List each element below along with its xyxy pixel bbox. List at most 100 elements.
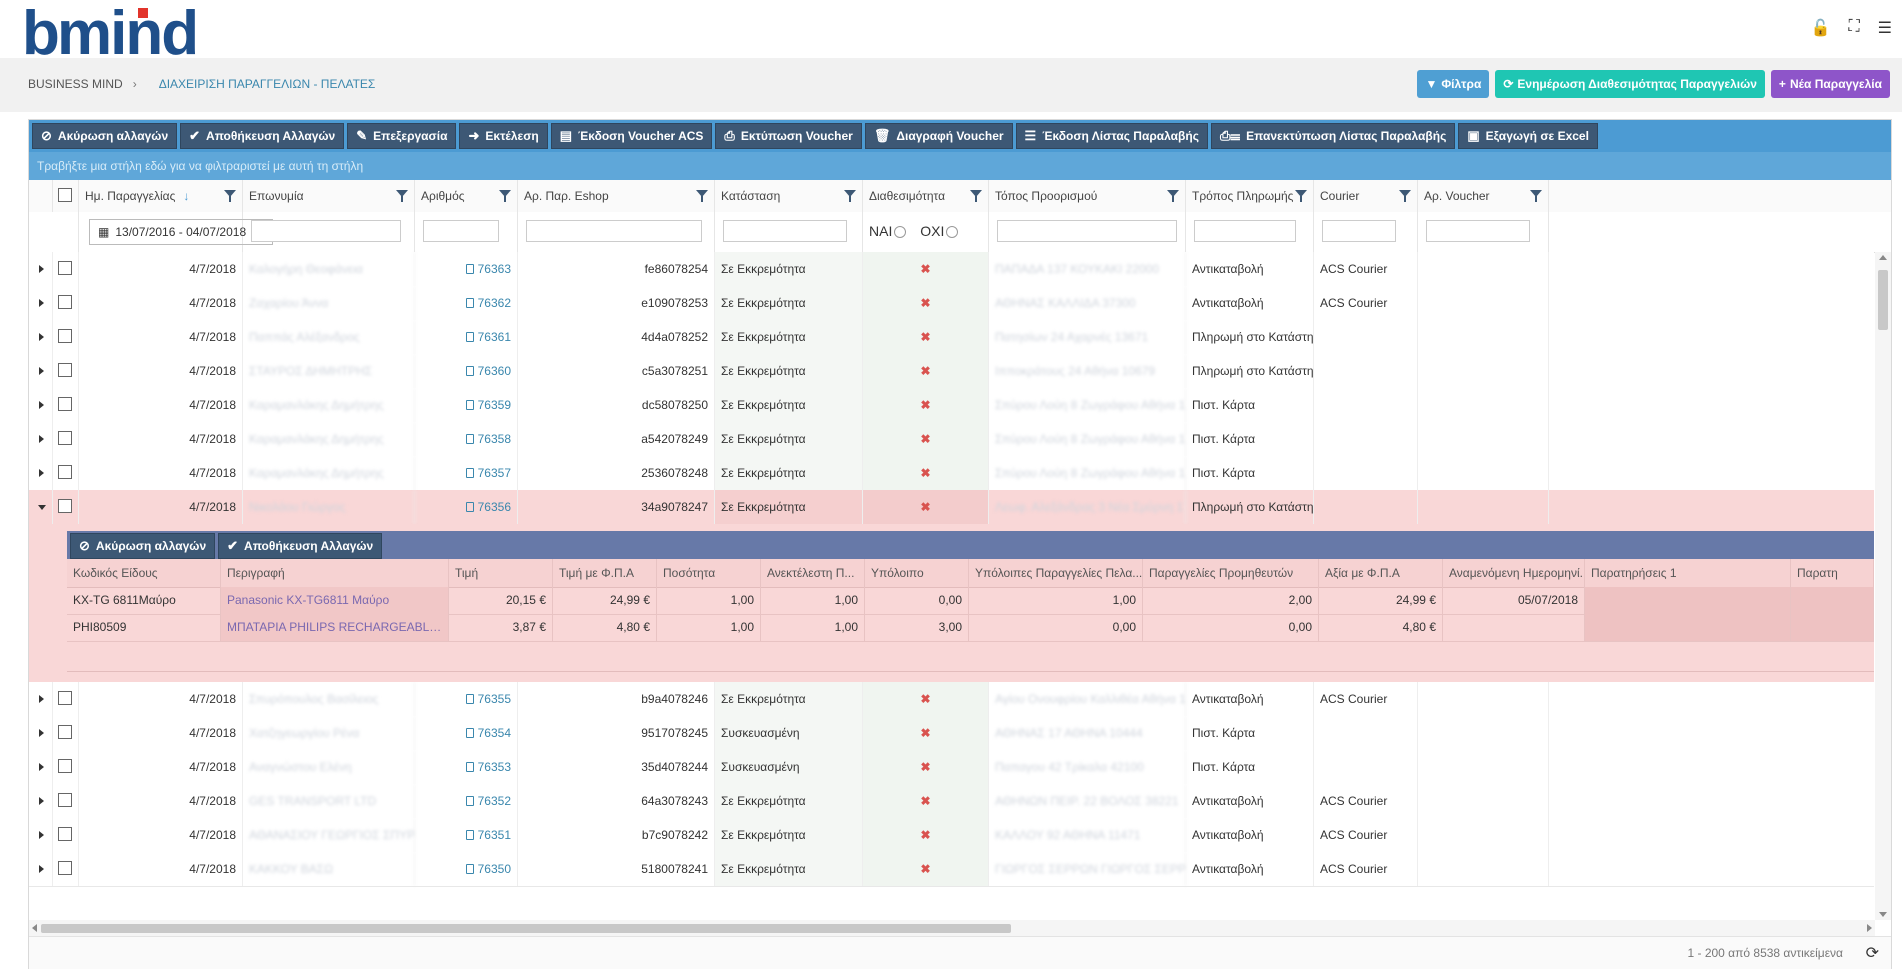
table-row[interactable]: 4/7/2018 Αναγνώστου Ελένη 76353 35d4078244 Σ… [29,750,1874,785]
scroll-down-icon[interactable] [1879,912,1887,917]
expand-cell[interactable] [29,750,53,784]
update-availability-button[interactable]: ⟳ Ενημέρωση Διαθεσιμότητας Παραγγελιών [1495,70,1765,98]
row-checkbox[interactable] [58,759,72,773]
horizontal-scrollbar[interactable] [29,920,1875,936]
filter-icon[interactable] [970,190,982,202]
filter-icon[interactable] [1399,190,1411,202]
filter-icon[interactable] [1295,190,1307,202]
horizontal-scroll-thumb[interactable] [41,924,1011,933]
row-checkbox[interactable] [58,329,72,343]
row-checkbox[interactable] [58,499,72,513]
grouping-drop-area[interactable]: Τραβήξτε μια στήλη εδώ για να φιλτραριστ… [29,152,1891,180]
caret-right-icon[interactable] [39,265,44,273]
expand-cell[interactable] [29,388,53,422]
filter-icon[interactable] [696,190,708,202]
table-row[interactable]: 4/7/2018 Σπυρόπουλος Βασίλειος 76355 b9a407… [29,682,1874,717]
expand-cell[interactable] [29,818,53,852]
detail-row[interactable]: KX-TG 6811Μαύρο Panasonic KX-TG6811 Μαύρο… [67,587,1874,615]
table-row[interactable]: 4/7/2018 ΑΘΑΝΑΣΙΟΥ ΓΕΩΡΓΙΟΣ ΣΠΥΡΙΔΩΝ 76351… [29,818,1874,853]
caret-right-icon[interactable] [39,367,44,375]
new-order-button[interactable]: + Νέα Παραγγελία [1770,70,1890,98]
detail-column-header[interactable]: Παρατηρήσεις 1 [1585,559,1791,587]
filter-icon[interactable] [396,190,408,202]
row-checkbox[interactable] [58,861,72,875]
vertical-scroll-thumb[interactable] [1878,270,1888,330]
no-radio[interactable] [946,226,959,239]
column-availability[interactable]: Διαθεσιμότητα [863,180,989,212]
filter-number-input[interactable] [423,220,499,242]
detail-column-header[interactable]: Παρατη [1791,559,1874,587]
caret-right-icon[interactable] [39,401,44,409]
detail-cancel-button[interactable]: ⊘ Ακύρωση αλλαγών [70,533,216,559]
reprint-list-button[interactable]: ⎙☰ Επανεκτύπωση Λίστας Παραλαβής [1210,123,1456,149]
delete-voucher-button[interactable]: 🗑 Διαγραφή Voucher [864,123,1013,149]
detail-column-header[interactable]: Τιμή [449,559,553,587]
table-row[interactable]: 4/7/2018 Παππάς Αλέξανδρος 76361 4d4a078252… [29,320,1874,355]
detail-column-header[interactable]: Περιγραφή [221,559,449,587]
detail-column-header[interactable]: Υπόλοιπο [865,559,969,587]
row-checkbox[interactable] [58,261,72,275]
table-row[interactable]: 4/7/2018 Ζαχαρίου Άννα 76362 e109078253 Σε Ε… [29,286,1874,321]
cell-number[interactable]: 76350 [415,852,518,886]
bmind-logo[interactable]: b mind [22,0,222,58]
detail-column-header[interactable]: Παραγγελίες Προμηθευτών [1143,559,1319,587]
execute-button[interactable]: ➜ Εκτέλεση [459,123,548,149]
menu-add-icon[interactable]: ☰ [1877,20,1892,37]
detail-column-header[interactable]: Υπόλοιπες Παραγγελίες Πελα... [969,559,1143,587]
expand-cell[interactable] [29,354,53,388]
filter-icon[interactable] [1530,190,1542,202]
column-destination[interactable]: Τόπος Προορισμού [989,180,1186,212]
row-checkbox[interactable] [58,295,72,309]
caret-right-icon[interactable] [39,831,44,839]
filter-courier-input[interactable] [1322,220,1396,242]
caret-right-icon[interactable] [39,333,44,341]
filter-name-input[interactable] [251,220,401,242]
cell-number[interactable]: 76362 [415,286,518,320]
table-row[interactable]: 4/7/2018 Καραμανλάκης Δημήτρης 76357 253607… [29,456,1874,491]
refresh-icon[interactable]: ⟳ [1865,945,1879,962]
row-checkbox[interactable] [58,827,72,841]
detail-row[interactable]: PHI80509 ΜΠΑΤΑΡΙΑ PHILIPS RECHARGEABLE M.… [67,614,1874,642]
expand-cell[interactable] [29,286,53,320]
row-checkbox[interactable] [58,691,72,705]
caret-right-icon[interactable] [39,729,44,737]
cell-number[interactable]: 76357 [415,456,518,490]
caret-right-icon[interactable] [39,299,44,307]
cell-number[interactable]: 76355 [415,682,518,716]
expand-cell[interactable] [29,716,53,750]
caret-down-icon[interactable] [38,505,46,510]
cell-number[interactable]: 76352 [415,784,518,818]
detail-column-header[interactable]: Αξία με Φ.Π.Α [1319,559,1443,587]
table-row[interactable]: 4/7/2018 Χατζηγεωργίου Ρένα 76354 951707824… [29,716,1874,751]
cell-number[interactable]: 76353 [415,750,518,784]
cell-number[interactable]: 76356 [415,490,518,524]
expand-cell[interactable] [29,784,53,818]
table-row[interactable]: 4/7/2018 Νικολάου Γιώργος 76356 34a9078247 Σ… [29,490,1874,525]
cell-number[interactable]: 76361 [415,320,518,354]
detail-cell[interactable]: ΜΠΑΤΑΡΙΑ PHILIPS RECHARGEABLE M... [221,614,449,641]
row-checkbox[interactable] [58,465,72,479]
column-courier[interactable]: Courier [1314,180,1418,212]
expand-cell[interactable] [29,320,53,354]
cell-number[interactable]: 76354 [415,716,518,750]
cell-number[interactable]: 76360 [415,354,518,388]
edit-button[interactable]: ✎ Επεξεργασία [347,123,457,149]
cancel-changes-button[interactable]: ⊘ Ακύρωση αλλαγών [32,123,178,149]
detail-column-header[interactable]: Ανεκτέλεστη Π... [761,559,865,587]
export-excel-button[interactable]: ▣ Εξαγωγή σε Excel [1458,123,1598,149]
filter-icon[interactable] [844,190,856,202]
voucher-acs-button[interactable]: ▤ Έκδοση Voucher ACS [550,123,713,149]
caret-right-icon[interactable] [39,763,44,771]
column-state[interactable]: Κατάσταση [715,180,863,212]
filter-destination-input[interactable] [997,220,1177,242]
table-row[interactable]: 4/7/2018 Καραμανλάκης Δημήτρης 76358 a54207… [29,422,1874,457]
detail-column-header[interactable]: Αναμενόμενη Ημερομηνί... [1443,559,1585,587]
row-checkbox[interactable] [58,397,72,411]
expand-cell[interactable] [29,456,53,490]
expand-cell[interactable] [29,682,53,716]
row-checkbox[interactable] [58,363,72,377]
filter-payment-input[interactable] [1194,220,1296,242]
detail-cell[interactable]: Panasonic KX-TG6811 Μαύρο [221,587,449,614]
cell-number[interactable]: 76359 [415,388,518,422]
table-row[interactable]: 4/7/2018 ΚΑΚΚΟΥ ΒΑΣΩ 76350 5180078241 Σε Εκκ… [29,852,1874,887]
